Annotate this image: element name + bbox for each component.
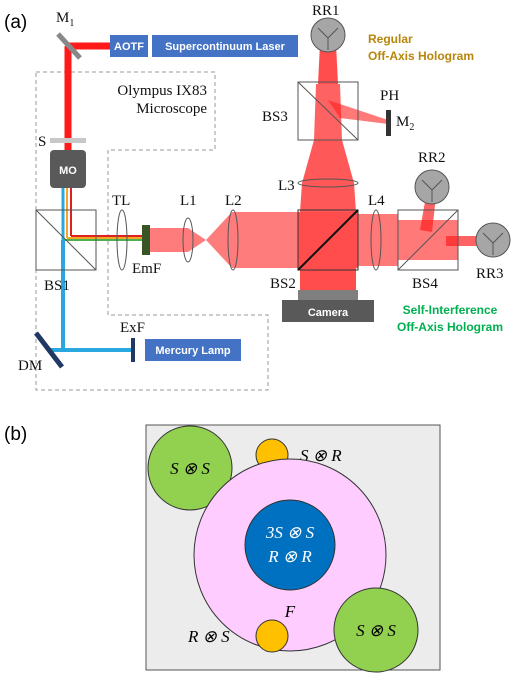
term-label: R ⊗ S: [187, 627, 230, 646]
camera-mount: [298, 290, 358, 300]
light-path: [358, 214, 398, 266]
term-label: S ⊗ S: [170, 459, 210, 478]
term-label: S ⊗ S: [356, 621, 396, 640]
self-interference-label: Self-Interference: [403, 303, 498, 317]
figure: (a) Olympus IX83 Microscope M1 AOTF Supe…: [0, 0, 516, 677]
cross-term: [256, 620, 288, 652]
term-label: R ⊗ R: [267, 547, 312, 566]
m1-text: M: [56, 10, 69, 26]
m1-sub: 1: [69, 18, 74, 29]
rr1-label: RR1: [312, 3, 340, 19]
self-interference-label: Off-Axis Hologram: [397, 320, 503, 334]
bs1-label: BS1: [44, 278, 70, 294]
laser-label: Supercontinuum Laser: [165, 41, 286, 53]
dm-label: DM: [18, 358, 42, 374]
m2-sub: 2: [409, 122, 414, 133]
sample-label: S: [38, 134, 46, 150]
camera-label: Camera: [308, 307, 349, 319]
microscope-label: Olympus IX83: [117, 83, 207, 99]
rr3-label: RR3: [476, 266, 504, 282]
ph-label: PH: [380, 88, 399, 104]
m2-text: M: [396, 114, 409, 130]
panel-b-label: (b): [4, 424, 27, 445]
regular-hologram-label: Off-Axis Hologram: [368, 49, 474, 63]
bs2-label: BS2: [270, 276, 296, 292]
excitation-beam: [48, 240, 63, 350]
pinhole-mirror: [386, 110, 391, 136]
page: Optical setup {"panel_a": { "label": "(a…: [0, 0, 516, 677]
dc-term: [245, 500, 335, 590]
emission-filter: [142, 225, 150, 255]
regular-hologram-label: Regular: [368, 32, 413, 46]
body: (a) Olympus IX83 Microscope M1 AOTF Supe…: [0, 0, 516, 677]
m1-label: M1: [56, 10, 74, 29]
light-path: [150, 212, 298, 268]
l4-label: L4: [368, 193, 385, 209]
emf-label: EmF: [132, 261, 161, 277]
rr2-label: RR2: [418, 150, 446, 166]
excitation-filter: [131, 338, 135, 362]
term-label: 3S ⊗ S: [265, 523, 315, 542]
bs4-label: BS4: [412, 276, 438, 292]
tl-label: TL: [112, 193, 130, 209]
panel-a-label: (a): [4, 12, 27, 33]
l1-label: L1: [180, 193, 197, 209]
m2-label: M2: [396, 114, 414, 133]
f-label: F: [284, 602, 296, 621]
l3-label: L3: [278, 178, 295, 194]
light-path: [300, 140, 356, 212]
bs3-label: BS3: [262, 109, 288, 125]
sample: [50, 138, 86, 143]
aotf-label: AOTF: [114, 41, 144, 53]
l2-label: L2: [225, 193, 242, 209]
exf-label: ExF: [120, 320, 145, 336]
objective-label: MO: [59, 165, 77, 177]
microscope-label: Microscope: [136, 101, 207, 117]
lamp-label: Mercury Lamp: [155, 345, 230, 357]
